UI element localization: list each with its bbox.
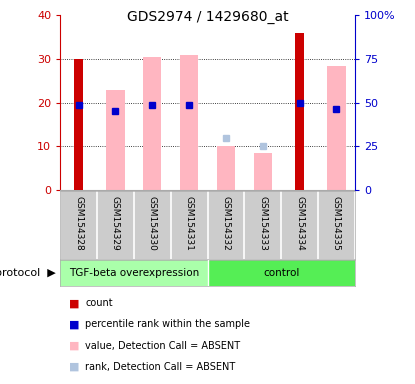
Text: rank, Detection Call = ABSENT: rank, Detection Call = ABSENT (85, 362, 235, 372)
Text: ■: ■ (69, 362, 80, 372)
Text: ■: ■ (69, 298, 80, 308)
Text: percentile rank within the sample: percentile rank within the sample (85, 319, 250, 329)
Text: GSM154330: GSM154330 (148, 195, 157, 250)
Text: GSM154329: GSM154329 (111, 195, 120, 250)
Text: value, Detection Call = ABSENT: value, Detection Call = ABSENT (85, 341, 240, 351)
Text: GSM154333: GSM154333 (258, 195, 267, 250)
Bar (74, 59, 83, 190)
Text: GSM154328: GSM154328 (74, 195, 83, 250)
Bar (143, 57, 161, 190)
FancyBboxPatch shape (60, 260, 208, 286)
Bar (254, 153, 272, 190)
Text: GSM154331: GSM154331 (185, 195, 193, 250)
Bar (327, 66, 346, 190)
Bar (106, 89, 124, 190)
Text: control: control (263, 268, 299, 278)
Bar (180, 55, 198, 190)
Text: TGF-beta overexpression: TGF-beta overexpression (69, 268, 199, 278)
FancyBboxPatch shape (208, 260, 355, 286)
Text: GSM154332: GSM154332 (222, 195, 230, 250)
Text: protocol  ▶: protocol ▶ (0, 268, 56, 278)
Bar (217, 146, 235, 190)
Text: ■: ■ (69, 341, 80, 351)
Text: count: count (85, 298, 113, 308)
Text: ■: ■ (69, 319, 80, 329)
Text: GSM154335: GSM154335 (332, 195, 341, 250)
Text: GDS2974 / 1429680_at: GDS2974 / 1429680_at (127, 10, 288, 23)
Text: GSM154334: GSM154334 (295, 195, 304, 250)
Bar (295, 33, 304, 190)
